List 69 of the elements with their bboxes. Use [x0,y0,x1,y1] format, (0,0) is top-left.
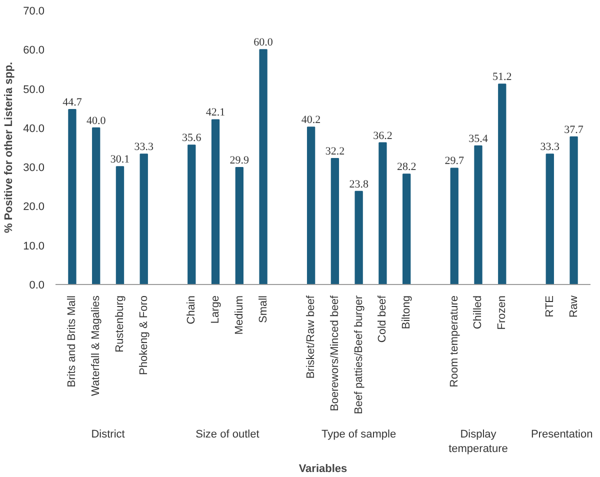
x-tick-label: Phokeng & Foro [138,295,150,375]
y-tick-label: 0.0 [29,280,45,292]
x-tick-label: Beef patties/Beef burger [352,295,365,414]
data-label: 36.2 [373,130,392,142]
bar [259,49,268,284]
text: District [91,428,125,440]
bar [116,166,124,284]
data-label: 28.2 [396,161,416,174]
x-tick-label: Brisket/Raw beef [305,294,318,379]
data-label: 60.0 [254,36,274,49]
data-label: 29.9 [230,154,250,166]
data-label: 37.7 [564,124,584,136]
text: Type of sample [322,428,396,440]
bar [211,119,220,284]
y-tick-label: 40.0 [23,122,45,135]
x-tick-label: Biltong [400,295,413,330]
data-label: 44.7 [62,96,82,109]
y-tick-label: 70.0 [23,6,45,18]
bar [140,154,148,284]
x-tick-label: Raw [568,295,580,318]
x-tick-label: RTE [544,295,556,318]
x-tick-label: Boerewors/Minced beef [328,294,341,412]
text: Presentation [530,428,593,440]
y-axis-title: % Positive for other Listeria spp. [3,62,16,234]
bar [378,142,387,284]
bar [402,174,411,284]
x-tick-label: Cold beef [376,294,389,343]
data-label: 42.1 [206,106,226,119]
bar [188,144,196,284]
data-label: 32.2 [325,145,345,158]
x-tick-label: Chain [186,295,198,324]
data-label: 30.1 [110,154,130,166]
text: Size of outlet [196,428,260,440]
data-label: 33.3 [540,141,560,154]
bar [354,190,363,284]
x-tick-label: Frozen [496,295,508,330]
bar [570,136,578,284]
data-label: 40.2 [301,114,321,126]
data-label: 33.3 [134,141,154,154]
y-tick-label: 10.0 [23,240,45,252]
data-label: 51.2 [492,71,512,84]
bar [306,126,316,284]
y-tick-label: 20.0 [23,201,45,214]
x-tick-label: Brits and Brits Mall [66,295,78,388]
x-tick-label: Room temperature [448,295,460,388]
bar [68,109,76,284]
bar [498,84,506,284]
bar [546,154,554,284]
x-tick-label: Chilled [472,295,484,330]
data-label: 40.0 [86,114,106,127]
bar [450,168,458,284]
data-label: 29.7 [444,155,464,168]
x-tick-label: Rustenburg [114,295,126,352]
y-tick-label: 30.0 [23,162,45,174]
data-label: 23.8 [349,178,369,190]
x-tick-label: Medium [233,296,246,335]
text: Display temperature [448,428,508,455]
x-tick-label: Small [257,295,270,324]
bar [235,166,244,284]
y-tick-label: 60.0 [23,44,45,57]
bar [330,158,340,284]
x-tick-label: Waterfall & Magalies [90,295,102,396]
bar [474,145,482,284]
data-label: 35.4 [468,132,488,145]
data-label: 35.6 [182,132,202,144]
y-tick-label: 50.0 [23,84,45,96]
x-axis-title: Variables [298,462,348,475]
x-tick-label: Large [210,295,222,324]
bar [92,127,100,284]
